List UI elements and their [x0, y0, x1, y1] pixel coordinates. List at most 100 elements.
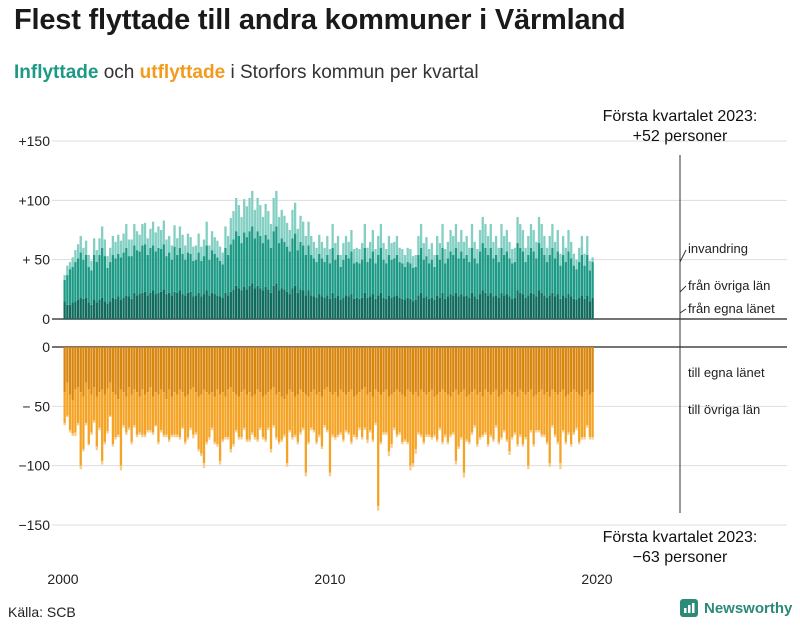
inflow-bar-own	[561, 295, 565, 319]
outflow-bar-utvandring	[200, 453, 203, 457]
x-tick-label: 2000	[47, 571, 78, 587]
inflow-bar-other	[141, 245, 144, 293]
inflow-bar-invandring	[165, 239, 168, 257]
inflow-bar-own	[326, 295, 329, 319]
inflow-bar-other	[433, 266, 436, 301]
inflow-bar-own	[173, 291, 176, 319]
inflow-bar-invandring	[497, 247, 500, 263]
inflow-bar-other	[350, 251, 353, 295]
inflow-bar-invandring	[226, 235, 230, 255]
outflow-bar-utvandring	[302, 427, 305, 431]
outflow-bar-own	[157, 347, 160, 395]
outflow-bar-own	[138, 347, 141, 397]
outflow-bar-utvandring	[401, 441, 404, 445]
outflow-bar-own	[414, 347, 417, 393]
outflow-bar-own	[586, 347, 589, 390]
outflow-bar-other	[143, 394, 147, 435]
outflow-bar-other	[497, 396, 500, 442]
inflow-bar-other	[232, 239, 235, 290]
inflow-bar-own	[66, 304, 69, 319]
inflow-bar-invandring	[438, 243, 441, 260]
inflow-bar-other	[106, 267, 109, 304]
inflow-bar-other	[484, 247, 487, 293]
inflow-bar-other	[390, 259, 393, 298]
inflow-bar-other	[194, 259, 198, 296]
inflow-bar-other	[486, 254, 490, 296]
inflow-bar-other	[497, 262, 500, 298]
outflow-bar-own	[181, 347, 184, 393]
outflow-bar-other	[465, 396, 468, 440]
inflow-bar-invandring	[143, 222, 147, 245]
outflow-bar-utvandring	[578, 441, 581, 445]
outflow-bar-own	[323, 347, 326, 390]
inflow-bar-invandring	[111, 235, 115, 255]
inflow-bar-own	[205, 290, 208, 319]
inflow-bar-other	[221, 264, 224, 298]
outflow-bar-own	[82, 347, 85, 397]
outflow-bar-utvandring	[519, 434, 522, 438]
inflow-bar-invandring	[572, 253, 575, 266]
outflow-bar-utvandring	[74, 432, 77, 436]
outflow-bar-utvandring	[162, 434, 165, 438]
outflow-bar-other	[213, 396, 216, 442]
inflow-bar-other	[521, 251, 525, 295]
inflow-bar-invandring	[296, 228, 299, 251]
inflow-bar-invandring	[302, 221, 305, 246]
inflow-bar-other	[90, 270, 93, 305]
inflow-bar-other	[559, 265, 562, 299]
inflow-bar-own	[468, 297, 471, 319]
outflow-bar-other	[462, 389, 466, 473]
outflow-bar-utvandring	[323, 425, 326, 428]
outflow-bar-own	[540, 347, 543, 390]
outflow-bar-other	[358, 392, 361, 428]
inflow-bar-other	[326, 254, 329, 296]
outflow-bar-other	[409, 392, 412, 466]
series-label-from-own: från egna länet	[688, 301, 775, 316]
inflow-bar-own	[503, 295, 506, 319]
outflow-bar-own	[307, 347, 310, 397]
inflow-bar-own	[441, 292, 444, 319]
outflow-bar-utvandring	[320, 446, 324, 450]
inflow-bar-own	[63, 301, 66, 319]
outflow-bar-own	[441, 347, 444, 390]
inflow-bar-own	[302, 290, 305, 319]
inflow-bar-other	[513, 262, 517, 298]
outflow-bar-own	[288, 347, 291, 390]
x-tick-label: 2020	[581, 571, 612, 587]
outflow-bar-utvandring	[267, 427, 270, 431]
outflow-bar-utvandring	[87, 444, 90, 446]
outflow-bar-other	[189, 389, 192, 428]
outflow-bar-own	[109, 347, 112, 383]
inflow-bar-invandring	[240, 216, 243, 244]
outflow-bar-own	[111, 347, 115, 393]
inflow-bar-invandring	[264, 203, 267, 235]
inflow-bar-invandring	[468, 247, 471, 263]
inflow-bar-invandring	[253, 209, 257, 239]
outflow-bar-utvandring	[106, 431, 109, 434]
outflow-bar-utvandring	[334, 437, 337, 440]
outflow-bar-own	[516, 347, 519, 397]
inflow-bar-own	[352, 298, 356, 319]
inflow-bar-own	[307, 290, 310, 319]
inflow-bar-invandring	[213, 237, 216, 254]
outflow-bar-other	[79, 392, 82, 466]
inflow-bar-invandring	[269, 224, 273, 248]
outflow-bar-own	[559, 347, 562, 393]
outflow-bar-other	[320, 396, 324, 447]
inflow-bar-invandring	[363, 224, 366, 248]
inflow-bar-invandring	[417, 235, 420, 255]
inflow-bar-invandring	[84, 240, 88, 255]
outflow-bar-other	[229, 387, 232, 450]
outflow-bar-other	[427, 392, 431, 435]
inflow-bar-own	[395, 295, 399, 319]
outflow-bar-utvandring	[181, 427, 184, 429]
outflow-bar-utvandring	[253, 437, 257, 440]
outflow-bar-utvandring	[398, 432, 401, 435]
inflow-bar-own	[484, 292, 487, 319]
outflow-bar-utvandring	[580, 437, 584, 440]
outflow-bar-other	[256, 389, 259, 440]
inflow-bar-own	[74, 301, 77, 319]
inflow-bar-other	[545, 262, 549, 298]
outflow-bar-utvandring	[165, 434, 168, 438]
